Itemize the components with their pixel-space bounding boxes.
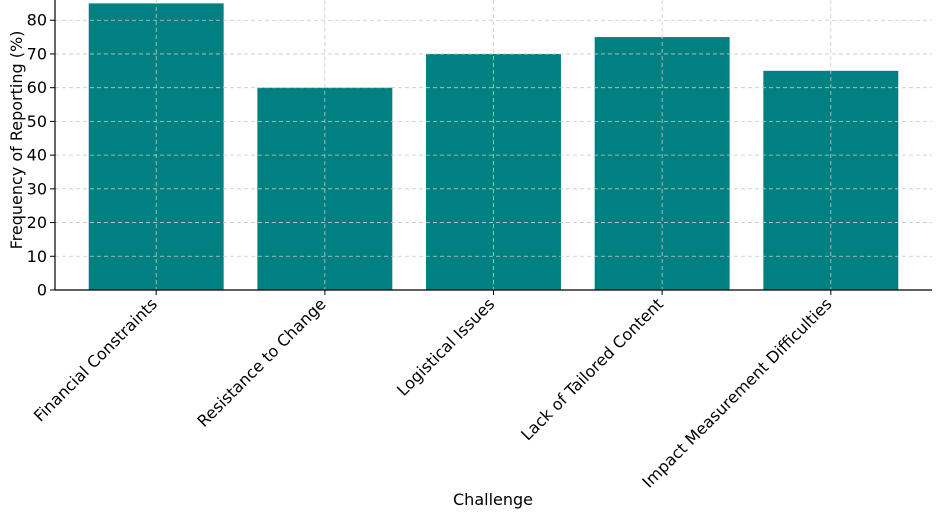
x-axis-title: Challenge <box>453 490 533 509</box>
x-tick-label-5: Impact Measurement Difficulties <box>638 294 835 491</box>
y-tick-label-4: 30 <box>27 179 47 198</box>
x-tick-label-1: Financial Constraints <box>30 294 161 425</box>
y-tick-label-2: 10 <box>27 247 47 266</box>
x-tick-label-2: Resistance to Change <box>193 294 329 430</box>
y-tick-label-9: 80 <box>27 11 47 30</box>
x-tick-label-3: Logistical Issues <box>393 294 498 399</box>
x-tick-label-4: Lack of Tailored Content <box>517 294 667 444</box>
y-tick-label-6: 50 <box>27 112 47 131</box>
y-tick-label-3: 20 <box>27 213 47 232</box>
bar-5 <box>763 70 899 290</box>
y-tick-label-5: 40 <box>27 146 47 165</box>
grid-layer <box>55 0 932 290</box>
y-tick-label-1: 0 <box>37 281 47 300</box>
y-tick-label-7: 60 <box>27 78 47 97</box>
y-tick-label-8: 70 <box>27 44 47 63</box>
y-axis-title: Frequency of Reporting (%) <box>7 31 26 250</box>
